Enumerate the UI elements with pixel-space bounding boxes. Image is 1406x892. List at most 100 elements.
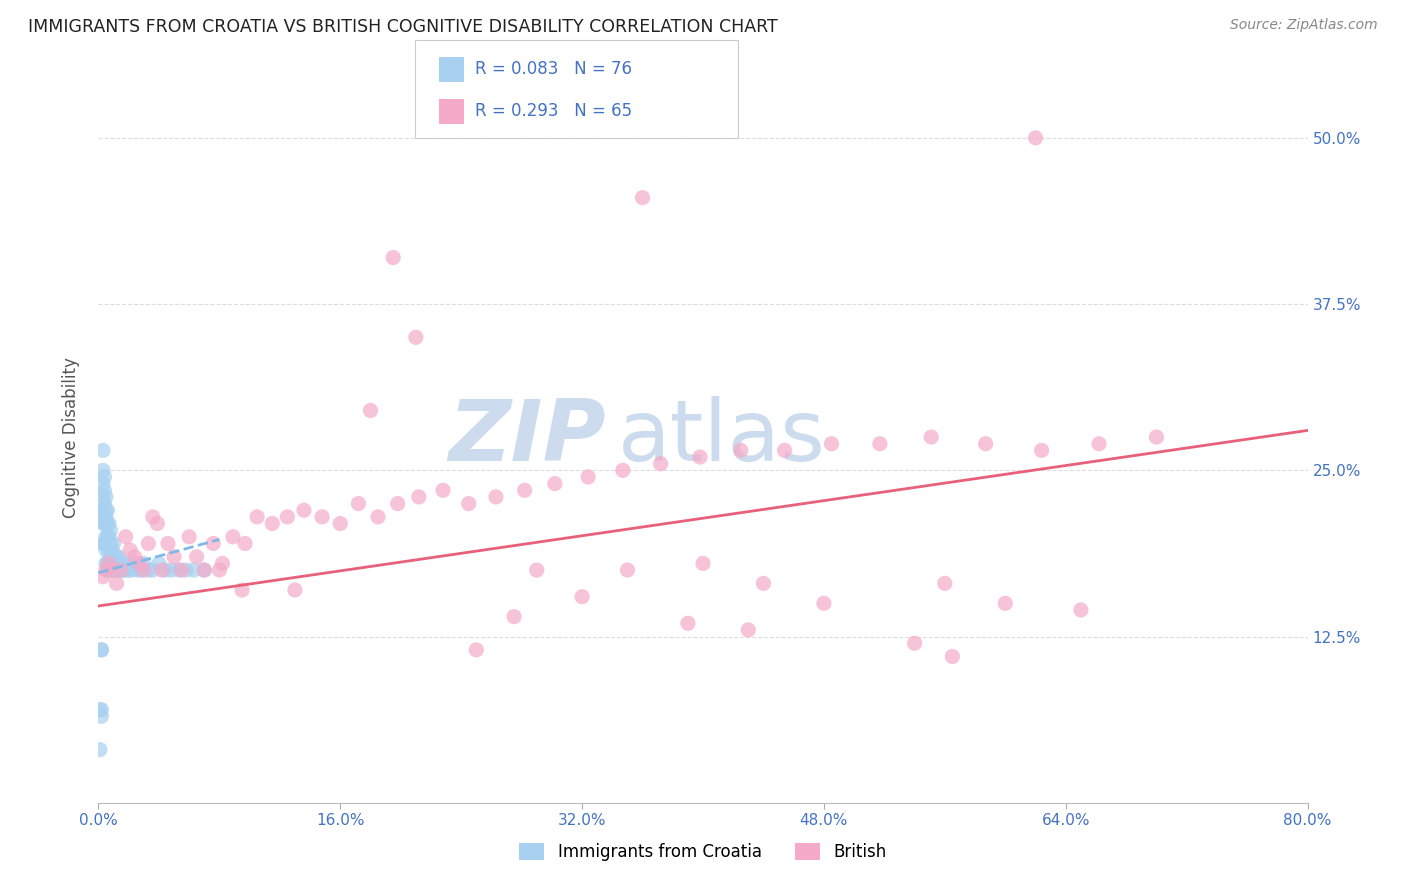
Point bbox=[246, 509, 269, 524]
Point bbox=[98, 530, 121, 544]
Point bbox=[93, 503, 115, 517]
Point bbox=[1070, 603, 1092, 617]
Point bbox=[94, 530, 117, 544]
Point bbox=[146, 516, 169, 531]
Point bbox=[103, 549, 125, 564]
Point bbox=[105, 549, 128, 564]
Point bbox=[676, 616, 699, 631]
Point bbox=[820, 436, 842, 450]
Point bbox=[571, 590, 593, 604]
Point bbox=[96, 503, 118, 517]
Point bbox=[174, 563, 197, 577]
Point bbox=[115, 557, 138, 571]
Point bbox=[128, 557, 150, 571]
Point bbox=[526, 563, 548, 577]
Point bbox=[231, 582, 253, 597]
Point bbox=[110, 563, 132, 577]
Point bbox=[98, 557, 121, 571]
Point bbox=[920, 430, 942, 444]
Point bbox=[101, 563, 124, 577]
Point bbox=[108, 557, 131, 571]
Point bbox=[167, 563, 190, 577]
Point bbox=[1024, 131, 1046, 145]
Point bbox=[93, 470, 115, 484]
Point bbox=[98, 516, 121, 531]
Point bbox=[101, 543, 124, 558]
Point bbox=[91, 503, 114, 517]
Point bbox=[114, 530, 136, 544]
Point bbox=[114, 563, 136, 577]
Point bbox=[1088, 436, 1111, 450]
Point bbox=[120, 543, 142, 558]
Point bbox=[360, 403, 382, 417]
Point bbox=[96, 530, 118, 544]
Point bbox=[101, 557, 124, 571]
Point bbox=[107, 563, 129, 577]
Point bbox=[91, 463, 114, 477]
Point bbox=[432, 483, 454, 498]
Point bbox=[90, 643, 112, 657]
Point bbox=[631, 191, 654, 205]
Point bbox=[93, 483, 115, 498]
Point bbox=[170, 563, 193, 577]
Point bbox=[104, 549, 127, 564]
Point bbox=[612, 463, 634, 477]
Point bbox=[262, 516, 284, 531]
Point bbox=[98, 543, 121, 558]
Point bbox=[89, 742, 111, 756]
Point bbox=[142, 509, 165, 524]
Point bbox=[292, 503, 315, 517]
Point bbox=[1031, 443, 1053, 458]
Text: R = 0.293   N = 65: R = 0.293 N = 65 bbox=[475, 102, 633, 120]
Point bbox=[160, 563, 183, 577]
Point bbox=[136, 563, 159, 577]
Text: ZIP: ZIP bbox=[449, 395, 606, 479]
Point bbox=[111, 557, 134, 571]
Point bbox=[387, 497, 409, 511]
Point bbox=[457, 497, 479, 511]
Point bbox=[96, 557, 118, 571]
Point bbox=[121, 563, 143, 577]
Point bbox=[773, 443, 796, 458]
Point bbox=[103, 536, 125, 550]
Point bbox=[752, 576, 775, 591]
Point bbox=[465, 643, 488, 657]
Point bbox=[650, 457, 672, 471]
Point bbox=[222, 530, 245, 544]
Point bbox=[616, 563, 638, 577]
Point bbox=[90, 709, 112, 723]
Text: R = 0.083   N = 76: R = 0.083 N = 76 bbox=[475, 60, 633, 78]
Point bbox=[91, 516, 114, 531]
Point bbox=[93, 509, 115, 524]
Point bbox=[405, 330, 427, 344]
Point bbox=[93, 536, 115, 550]
Point bbox=[96, 536, 118, 550]
Point bbox=[112, 563, 135, 577]
Point bbox=[89, 703, 111, 717]
Point bbox=[1144, 430, 1167, 444]
Point bbox=[211, 557, 233, 571]
Point bbox=[94, 543, 117, 558]
Point bbox=[576, 470, 599, 484]
Point bbox=[150, 563, 173, 577]
Point bbox=[934, 576, 956, 591]
Point bbox=[91, 443, 114, 458]
Point bbox=[110, 563, 132, 577]
Point bbox=[132, 563, 155, 577]
Point bbox=[208, 563, 231, 577]
Point bbox=[179, 530, 201, 544]
Point bbox=[311, 509, 333, 524]
Point bbox=[103, 563, 125, 577]
Point bbox=[94, 490, 117, 504]
Point bbox=[94, 557, 117, 571]
Point bbox=[163, 549, 186, 564]
Point bbox=[183, 563, 205, 577]
Point bbox=[193, 563, 215, 577]
Point bbox=[408, 490, 430, 504]
Point bbox=[544, 476, 567, 491]
Point bbox=[124, 557, 146, 571]
Point bbox=[107, 549, 129, 564]
Point bbox=[186, 549, 208, 564]
Point bbox=[100, 549, 122, 564]
Point bbox=[100, 523, 122, 537]
